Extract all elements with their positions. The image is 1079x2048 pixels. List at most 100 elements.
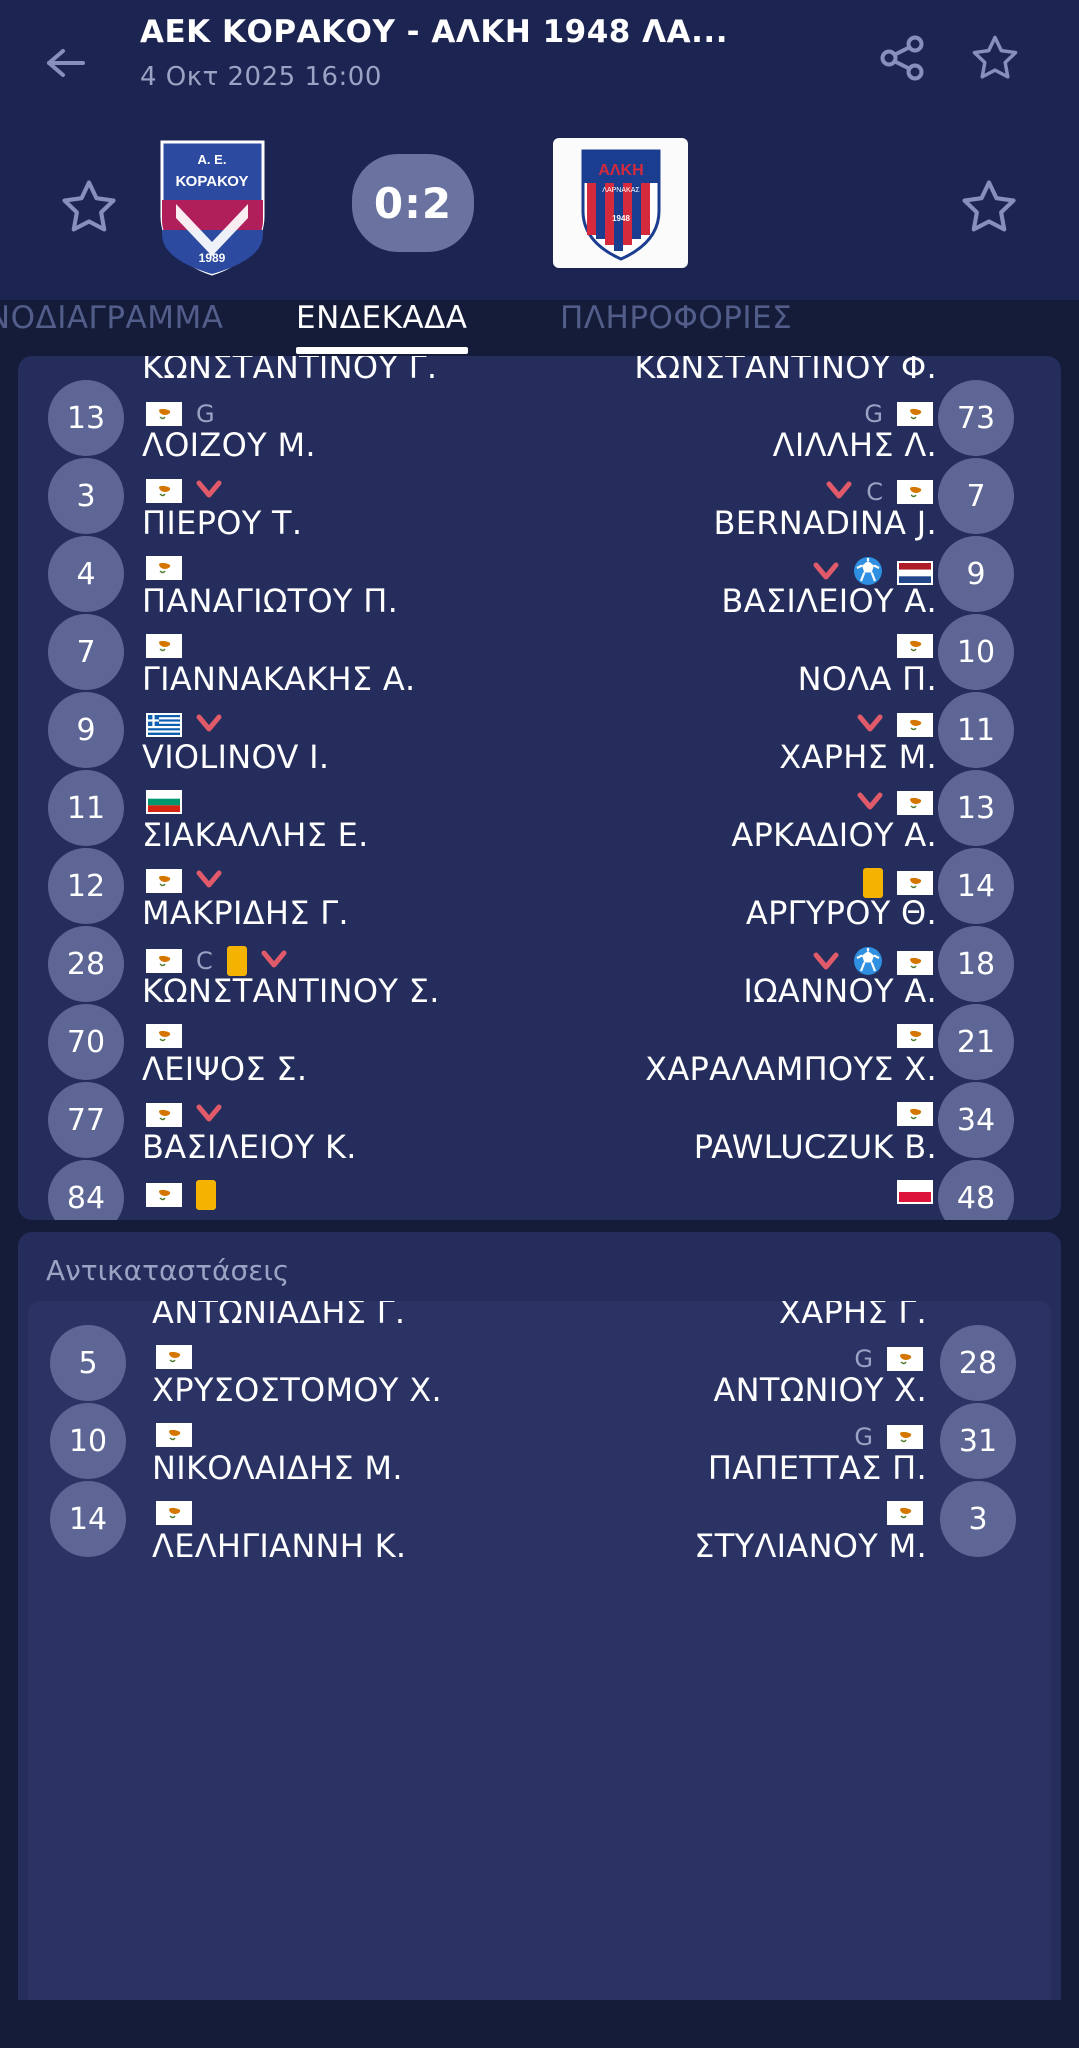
- scoreboard: Α. Ε. ΚΟΡΑΚΟΥ 1989 0:2 Α: [0, 120, 1079, 300]
- flag-cyprus-icon: [897, 1024, 933, 1048]
- lineup-row[interactable]: 9 ΓΙΑΝΝΑΚΑΚΗΣ Α. 11 ΝΟΛΑ Π.: [18, 660, 1061, 768]
- away-player-number: 34: [938, 1082, 1014, 1158]
- substitutions-list: 5 ΑΝΤΩΝΙΑΔΗΣ Γ. 28 ΧΑΡΗΣ Γ. G 10 ΧΡΥΣΟΣΤΟΜΟΥ Χ…: [28, 1301, 1051, 2023]
- home-player-number: 28: [48, 926, 124, 1002]
- player-icons: [156, 1345, 192, 1369]
- player-icons: G: [854, 1345, 923, 1373]
- flag-cyprus-icon: [146, 869, 182, 893]
- away-player-number: 28: [940, 1325, 1016, 1401]
- match-header: ΑΕΚ ΚΟΡΑΚΟΥ - ΑΛΚΗ 1948 ΛΑ... 4 Οκτ 2025…: [0, 0, 1079, 300]
- yellow-card-icon: [226, 946, 247, 976]
- home-crest-line1: Α. Ε.: [198, 152, 227, 167]
- away-player-number: 21: [938, 1004, 1014, 1080]
- lineup-row[interactable]: 12 ΣΙΑΚΑΛΛΗΣ Ε. 14 ΑΡΚΑΔΙΟΥ Α.: [18, 816, 1061, 924]
- away-player-number: 18: [938, 926, 1014, 1002]
- star-icon: [972, 35, 1018, 79]
- away-player-number: 13: [938, 770, 1014, 846]
- substitution-out-icon: [826, 479, 852, 505]
- captain-c-icon: C: [866, 478, 883, 506]
- player-icons: G: [854, 1423, 923, 1451]
- tab-timeline[interactable]: ΟΝΟΔΙΑΓΡΑΜΜΑ: [0, 300, 224, 336]
- goal-ball-icon: [853, 946, 883, 980]
- home-crest-year: 1989: [199, 251, 226, 265]
- away-crest-year: 1948: [612, 214, 630, 223]
- home-player-number: 5: [50, 1325, 126, 1401]
- away-crest-sub: ΛΑΡΝΑΚΑΣ: [602, 187, 640, 194]
- home-player-name: ΒΑΣΙΛΕΙΟΥ Κ.: [142, 1128, 357, 1166]
- away-player-name: ΙΩΑΝΝΟΥ Α.: [743, 972, 937, 1010]
- flag-cyprus-icon: [156, 1423, 192, 1447]
- captain-c-icon: C: [196, 947, 213, 975]
- substitution-out-icon: [261, 948, 287, 974]
- lineup-row[interactable]: ΛΕΛΗΓΙΑΝΝΗ Κ. ΣΤΥΛΙΑΝΟΥ Μ.: [28, 1527, 1051, 1613]
- player-icons: [146, 868, 222, 894]
- goalkeeper-g-icon: G: [196, 400, 215, 428]
- player-icons: [146, 790, 182, 814]
- bottom-spacer: [0, 2000, 1079, 2048]
- lineup-row[interactable]: 7 ΠΑΝΑΓΙΩΤΟΥ Π. 10 ΒΑΣΙΛΕΙΟΥ Α.: [18, 582, 1061, 690]
- tab-info[interactable]: ΠΛΗΡΟΦΟΡΙΕΣ: [560, 300, 793, 336]
- lineup-row[interactable]: 13 ΚΩΝΣΤΑΝΤΙΝΟΥ Γ. G 73 ΚΩΝΣΤΑΝΤΙΝΟΥ Φ. G: [18, 356, 1061, 456]
- lineup-row[interactable]: 14 ΝΙΚΟΛΑΙΔΗΣ Μ. 3 ΠΑΠΕΤΤΑΣ Π.: [28, 1449, 1051, 1557]
- away-crest-icon: ΑΛΚΗ ΛΑΡΝΑΚΑΣ 1948: [581, 149, 660, 261]
- lineup-row[interactable]: 3 ΛΟΙΖΟΥ Μ. 7 ΛΙΛΛΗΣ Λ. C: [18, 426, 1061, 534]
- home-player-name: ΛΕΙΨΟΣ Σ.: [142, 1050, 308, 1088]
- lineup-row[interactable]: 11 VIOLINOV I. 13 ΧΑΡΗΣ Μ.: [18, 738, 1061, 846]
- away-player-name: ΑΡΓΥΡΟΥ Θ.: [745, 894, 937, 932]
- player-icons: [863, 868, 933, 898]
- player-icons: [146, 1102, 222, 1128]
- home-player-name: ΚΩΝΣΤΑΝΤΙΝΟΥ Γ.: [142, 356, 438, 386]
- flag-cyprus-icon: [897, 951, 933, 975]
- share-icon: [880, 35, 924, 81]
- home-player-name: ΜΑΚΡΙΔΗΣ Γ.: [142, 894, 349, 932]
- lineup-row[interactable]: 77 ΛΕΙΨΟΣ Σ. 34 ΧΑΡΑΛΑΜΠΟΥΣ Χ.: [18, 1050, 1061, 1158]
- star-icon: [962, 180, 1016, 232]
- flag-cyprus-icon: [146, 479, 182, 503]
- arrow-left-icon: [47, 49, 85, 77]
- lineup-row[interactable]: 84 ΒΑΣΙΛΕΙΟΥ Κ. 48 PAWLUCZUK B.: [18, 1128, 1061, 1220]
- lineup-row[interactable]: 28 ΜΑΚΡΙΔΗΣ Γ. C 18 ΑΡΓΥΡΟΥ Θ.: [18, 894, 1061, 1002]
- away-team-crest[interactable]: ΑΛΚΗ ΛΑΡΝΑΚΑΣ 1948: [553, 138, 688, 268]
- home-player-name: ΛΕΛΗΓΙΑΝΝΗ Κ.: [152, 1527, 407, 1565]
- home-player-name: ΣΙΑΚΑΛΛΗΣ Ε.: [142, 816, 369, 854]
- back-button[interactable]: [38, 36, 92, 90]
- share-button[interactable]: [875, 30, 931, 86]
- substitution-out-icon: [196, 868, 222, 894]
- away-player-name: PAWLUCZUK B.: [693, 1128, 937, 1166]
- goalkeeper-g-icon: G: [864, 400, 883, 428]
- flag-cyprus-icon: [146, 556, 182, 580]
- away-player-number: 7: [938, 458, 1014, 534]
- home-player-number: 13: [48, 380, 124, 456]
- flag-cyprus-icon: [146, 949, 182, 973]
- lineup-row[interactable]: 10 ΧΡΥΣΟΣΤΟΜΟΥ Χ. 31 ΑΝΤΩΝΙΟΥ Χ. G: [28, 1371, 1051, 1479]
- home-player-number: 9: [48, 692, 124, 768]
- substitutions-card: Αντικαταστάσεις 5 ΑΝΤΩΝΙΑΔΗΣ Γ. 28 ΧΑΡΗΣ Γ.…: [18, 1232, 1061, 2032]
- home-player-number: 4: [48, 536, 124, 612]
- player-icons: [887, 1501, 923, 1525]
- player-icons: [156, 1423, 192, 1447]
- yellow-card-icon: [863, 868, 883, 898]
- away-favorite-button[interactable]: [958, 176, 1020, 242]
- lineup-row[interactable]: 4 ΠΙΕΡΟΥ Τ. 9 BERNADINA J.: [18, 504, 1061, 612]
- home-player-name: ΧΡΥΣΟΣΤΟΜΟΥ Χ.: [152, 1371, 442, 1409]
- lineup-row[interactable]: 70 ΚΩΝΣΤΑΝΤΙΝΟΥ Σ. 21 ΙΩΑΝΝΟΥ Α.: [18, 972, 1061, 1080]
- flag-cyprus-icon: [897, 1102, 933, 1126]
- favorite-button[interactable]: [965, 28, 1025, 88]
- home-team-crest[interactable]: Α. Ε. ΚΟΡΑΚΟΥ 1989: [150, 138, 275, 278]
- home-player-number: 11: [48, 770, 124, 846]
- away-player-name: ΣΤΥΛΙΑΝΟΥ Μ.: [694, 1527, 927, 1565]
- player-icons: [156, 1501, 192, 1525]
- away-player-number: 14: [938, 848, 1014, 924]
- tab-lineups[interactable]: ΕΝΔΕΚΑΔΑ: [296, 290, 468, 354]
- away-player-name: ΑΡΚΑΔΙΟΥ Α.: [731, 816, 937, 854]
- flag-cyprus-icon: [156, 1345, 192, 1369]
- lineup-row[interactable]: 5 ΑΝΤΩΝΙΑΔΗΣ Γ. 28 ΧΑΡΗΣ Γ. G: [28, 1301, 1051, 1401]
- home-favorite-button[interactable]: [58, 176, 120, 242]
- home-player-name: ΛΟΙΖΟΥ Μ.: [142, 426, 316, 464]
- player-icons: [146, 556, 182, 580]
- substitution-out-icon: [196, 478, 222, 504]
- away-player-number: 31: [940, 1403, 1016, 1479]
- score: 0:2: [352, 154, 474, 252]
- player-icons: [146, 634, 182, 658]
- home-player-name: ΝΙΚΟΛΑΙΔΗΣ Μ.: [152, 1449, 403, 1487]
